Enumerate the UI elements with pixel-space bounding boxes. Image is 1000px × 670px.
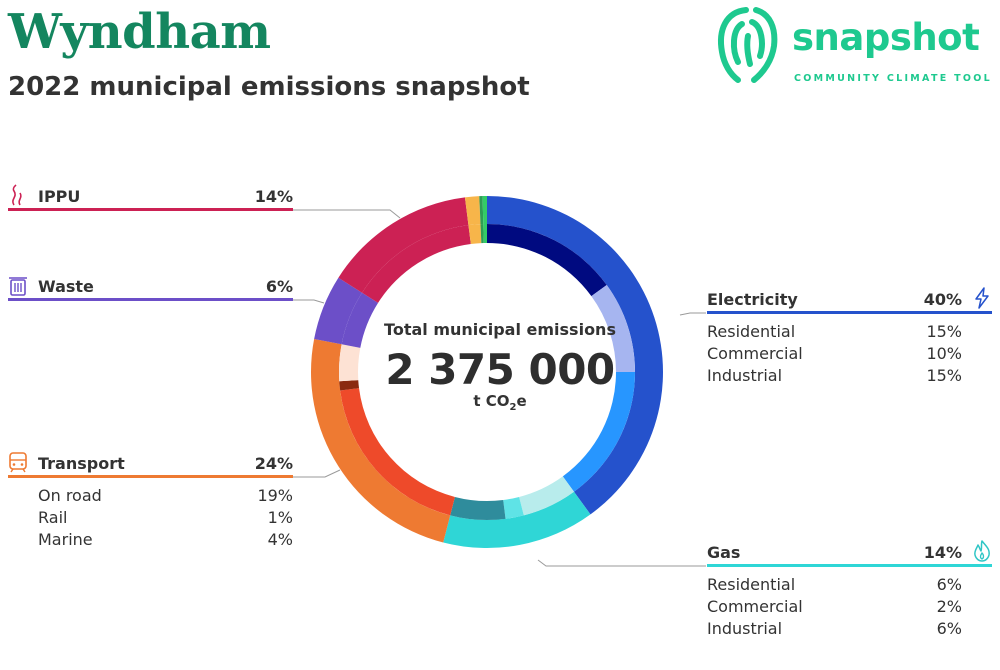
sector-breakdown: Residential 6% Commercial 2% Industrial 6% <box>707 574 962 640</box>
sector-name: Electricity <box>707 290 798 309</box>
slice-other <box>479 196 484 225</box>
donut-center: Total municipal emissions 2 375 000 t CO… <box>380 320 620 413</box>
subslice-other <box>480 224 484 244</box>
slice-electricity <box>487 196 663 515</box>
subslice-gas-industrial <box>450 496 506 520</box>
slice-transport <box>311 339 451 543</box>
subslice-ippu <box>362 225 471 303</box>
sector-underline <box>8 208 293 211</box>
slice-ippu <box>338 197 469 293</box>
subslice-agriculture <box>468 224 482 245</box>
sector-underline <box>8 298 293 301</box>
subslice-gas-residential <box>519 476 574 516</box>
subslice-other <box>483 224 487 244</box>
breakdown-row: On road 19% <box>38 486 293 505</box>
breakdown-row: Residential 15% <box>707 322 962 341</box>
leader-line-electricity <box>679 312 706 316</box>
sector-underline <box>8 475 293 478</box>
total-value: 2 375 000 <box>385 345 615 394</box>
subslice-transport-marine <box>339 344 361 382</box>
sector-electricity: Electricity 40% Residential 15% Commercia… <box>707 287 992 391</box>
logo-tagline: COMMUNITY CLIMATE TOOL <box>794 73 993 84</box>
slice-waste <box>314 277 363 345</box>
sector-underline <box>707 311 992 314</box>
leader-lines <box>293 209 706 567</box>
sector-name: Waste <box>38 277 94 296</box>
sector-percent: 24% <box>254 454 293 473</box>
sector-ippu: IPPU 14% <box>8 184 293 214</box>
logo-wordmark: snapshot <box>792 16 980 59</box>
subslice-waste <box>341 292 379 348</box>
breakdown-row: Marine 4% <box>38 530 293 549</box>
subslice-transport-on-road <box>340 388 455 516</box>
breakdown-row: Commercial 2% <box>707 597 962 616</box>
breakdown-row: Residential 6% <box>707 575 962 594</box>
sector-gas: Gas 14% Residential 6% Commercial 2% Indus… <box>707 540 992 644</box>
sector-percent: 40% <box>923 290 962 309</box>
sector-breakdown: On road 19% Rail 1% Marine 4% <box>38 485 293 551</box>
fingerprint-logo-icon <box>718 7 778 83</box>
flame-icon <box>974 540 990 562</box>
slice-gas <box>443 491 591 548</box>
breakdown-row: Industrial 6% <box>707 619 962 638</box>
leader-line-transport <box>293 469 341 478</box>
slice-agriculture <box>464 196 481 226</box>
total-unit: t CO2e <box>473 392 527 413</box>
total-label: Total municipal emissions <box>384 320 616 339</box>
sector-percent: 14% <box>254 187 293 206</box>
subslice-electricity-residential <box>487 224 607 297</box>
slice-other <box>482 196 487 225</box>
lightning-icon <box>975 287 989 309</box>
breakdown-row: Commercial 10% <box>707 344 962 363</box>
outer-ring <box>311 196 663 548</box>
subslice-electricity-commercial <box>591 285 635 372</box>
sector-name: Transport <box>38 454 125 473</box>
inner-ring <box>339 224 635 520</box>
subslice-transport-rail <box>339 380 360 391</box>
sector-underline <box>707 564 992 567</box>
sector-breakdown: Residential 15% Commercial 10% Industrial 1… <box>707 321 962 387</box>
breakdown-row: Industrial 15% <box>707 366 962 385</box>
leader-line-ippu <box>293 209 401 219</box>
sector-transport: Transport 24% On road 19% Rail 1% Marine 4% <box>8 451 293 555</box>
leader-line-waste <box>293 299 325 304</box>
smoke-icon <box>12 184 22 206</box>
page-title: Wyndham <box>8 4 271 60</box>
subslice-electricity-industrial <box>562 372 635 492</box>
breakdown-row: Rail 1% <box>38 508 293 527</box>
sector-name: IPPU <box>38 187 81 206</box>
page-subtitle: 2022 municipal emissions snapshot <box>8 72 530 102</box>
leader-line-gas <box>537 559 706 567</box>
sector-percent: 6% <box>265 277 293 296</box>
sector-name: Gas <box>707 543 741 562</box>
subslice-gas-commercial <box>503 496 524 519</box>
sector-waste: Waste 6% <box>8 274 293 304</box>
snapshot-logo: snapshot COMMUNITY CLIMATE TOOL <box>712 0 1000 92</box>
sector-percent: 14% <box>923 543 962 562</box>
bin-icon <box>9 277 27 296</box>
train-icon <box>9 452 27 473</box>
